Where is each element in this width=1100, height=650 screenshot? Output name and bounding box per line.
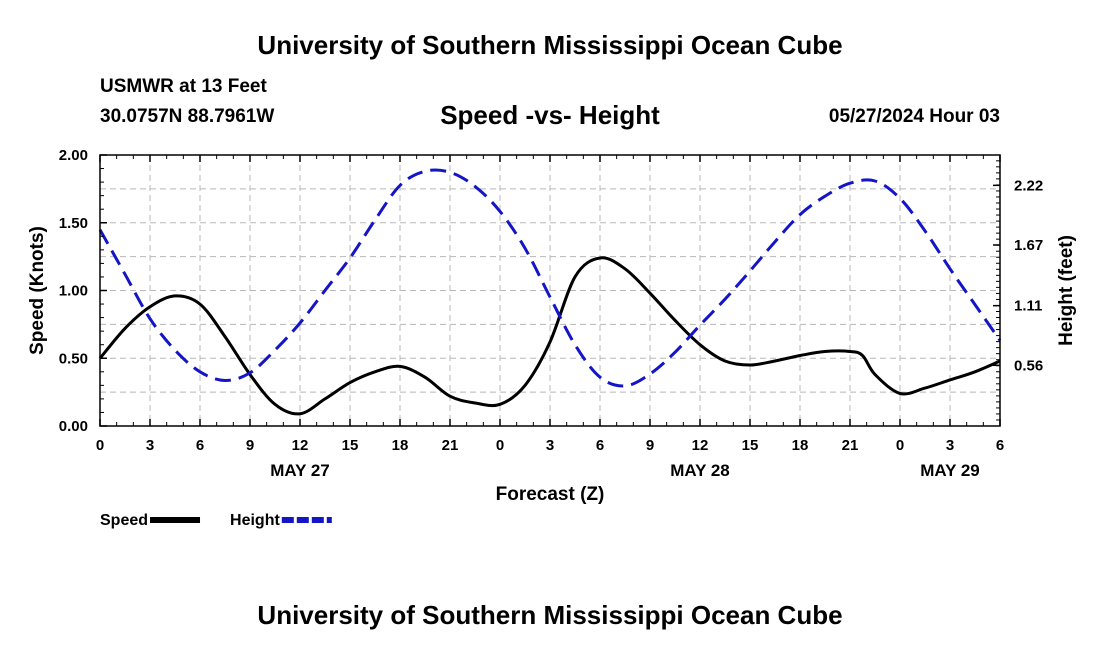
date-label: MAY 29 — [920, 461, 980, 480]
x-tick-label: 21 — [442, 437, 459, 454]
x-tick-label: 6 — [996, 437, 1004, 454]
x-tick-label: 0 — [96, 437, 104, 454]
y-tick-label: 1.50 — [59, 215, 88, 232]
x-tick-label: 9 — [246, 437, 254, 454]
x-tick-label: 3 — [946, 437, 954, 454]
grid — [100, 155, 1000, 426]
legend-label: Height — [230, 512, 280, 529]
x-tick-label: 12 — [692, 437, 709, 454]
station-coordinates: 30.0757N 88.7961W — [100, 106, 275, 127]
y-tick-label: 0.50 — [59, 350, 88, 367]
x-tick-label: 18 — [392, 437, 409, 454]
chart-title: Speed -vs- Height — [440, 100, 660, 130]
date-label: MAY 28 — [670, 461, 730, 480]
y2-tick-label: 2.22 — [1014, 177, 1043, 194]
y2-axis-title: Height (feet) — [1056, 235, 1077, 346]
footer-title: University of Southern Mississippi Ocean… — [257, 600, 843, 630]
station-label: USMWR at 13 Feet — [100, 76, 267, 97]
date-label: MAY 27 — [270, 461, 330, 480]
y2-tick-label: 1.11 — [1014, 298, 1042, 315]
speed-series-line — [98, 256, 1001, 416]
x-tick-label: 15 — [342, 437, 359, 454]
x-tick-label: 18 — [792, 437, 809, 454]
y-tick-label: 2.00 — [59, 147, 88, 164]
x-tick-label: 6 — [196, 437, 204, 454]
x-tick-label: 15 — [742, 437, 759, 454]
x-tick-label: 0 — [496, 437, 504, 454]
x-tick-label: 0 — [896, 437, 904, 454]
y-tick-label: 0.00 — [59, 418, 88, 435]
legend-label: Speed — [100, 512, 148, 529]
y-tick-label: 1.00 — [59, 283, 88, 300]
page-title: University of Southern Mississippi Ocean… — [257, 30, 843, 60]
x-tick-label: 9 — [646, 437, 654, 454]
x-tick-label: 3 — [146, 437, 154, 454]
series-lines — [98, 168, 1002, 416]
legend: Speed Height — [100, 512, 332, 529]
axes: 0 3 6 9 12 15 18 21 0 3 6 9 12 15 18 21 0 3 6 MAY 27 MAY 28 M… — [59, 147, 1043, 480]
x-tick-label: 12 — [292, 437, 309, 454]
height-series-line — [98, 168, 1002, 388]
x-axis-title: Forecast (Z) — [496, 484, 605, 505]
y2-tick-label: 1.67 — [1014, 237, 1043, 254]
x-tick-label: 6 — [596, 437, 604, 454]
forecast-datetime: 05/27/2024 Hour 03 — [828, 106, 1000, 127]
x-tick-label: 21 — [842, 437, 859, 454]
y2-tick-label: 0.56 — [1014, 357, 1043, 374]
y-axis-title: Speed (Knots) — [27, 226, 48, 355]
x-tick-label: 3 — [546, 437, 554, 454]
